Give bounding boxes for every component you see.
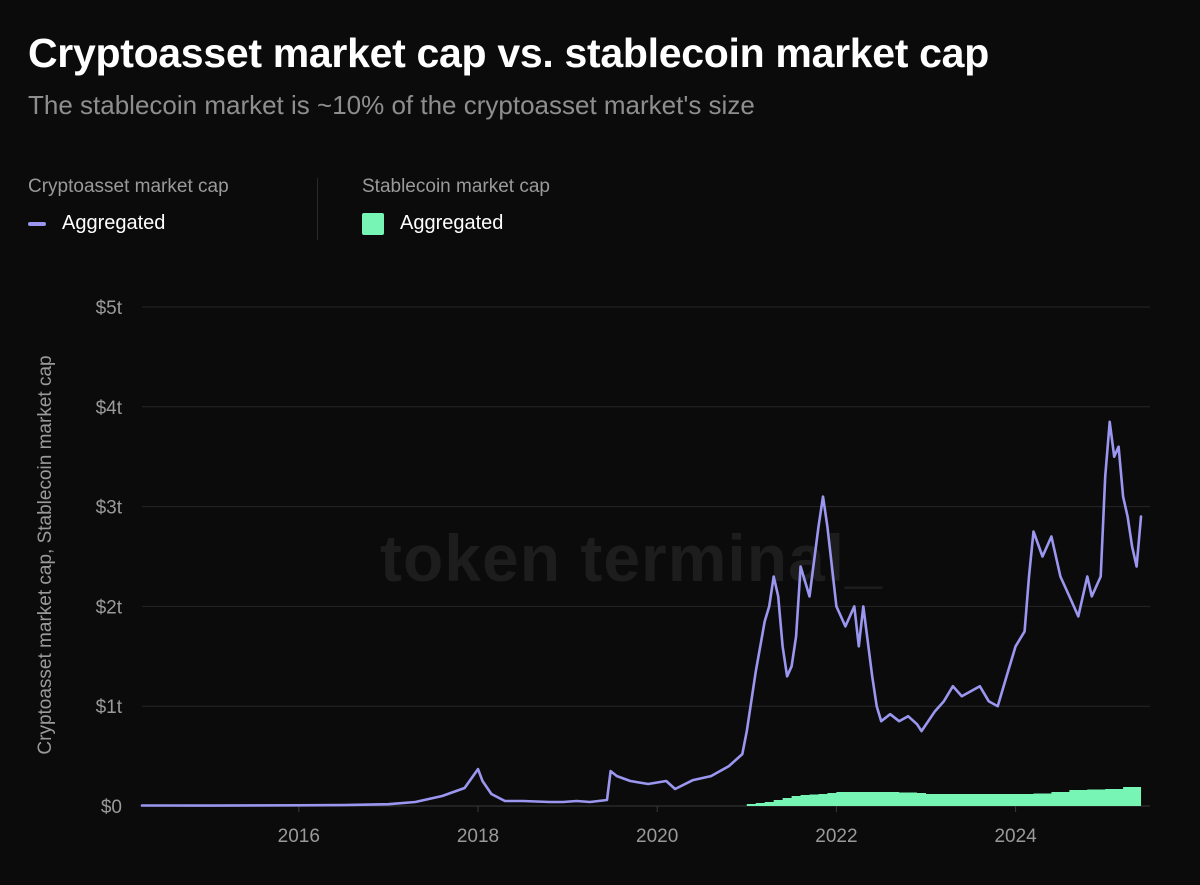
x-tick-label: 2018 [457,826,499,847]
legend-line-marker [28,221,46,226]
chart-title: Cryptoasset market cap vs. stablecoin ma… [28,30,989,76]
legend-item-label: Aggregated [400,212,504,234]
x-tick-label: 2024 [994,826,1037,847]
y-tick-label: $5t [96,298,123,319]
y-tick-label: $1t [96,697,123,718]
series-area-stablecoin [737,785,1142,806]
legend-item-stablecoin-aggregated[interactable]: Aggregated [362,212,550,235]
legend-item-label: Aggregated [62,212,166,234]
x-tick-label: 2016 [278,826,320,847]
legend-group-title: Cryptoasset market cap [28,176,229,197]
y-tick-label: $4t [96,398,123,419]
y-tick-label: $2t [96,597,123,618]
legend-group-crypto: Cryptoasset market cap Aggregated [28,176,229,235]
legend-group-title: Stablecoin market cap [362,176,550,197]
legend-swatch-marker [362,212,384,235]
series-line-crypto [140,420,1143,807]
legend-group-stablecoin: Stablecoin market cap Aggregated [362,176,550,235]
x-tick-label: 2020 [636,826,678,847]
y-tick-label: $3t [96,498,123,519]
y-tick-label: $0 [101,797,122,818]
watermark: token terminal_ [380,521,883,595]
chart-subtitle: The stablecoin market is ~10% of the cry… [28,90,755,120]
legend-divider [317,178,318,240]
x-tick-label: 2022 [815,826,857,847]
legend-item-crypto-aggregated[interactable]: Aggregated [28,212,229,235]
